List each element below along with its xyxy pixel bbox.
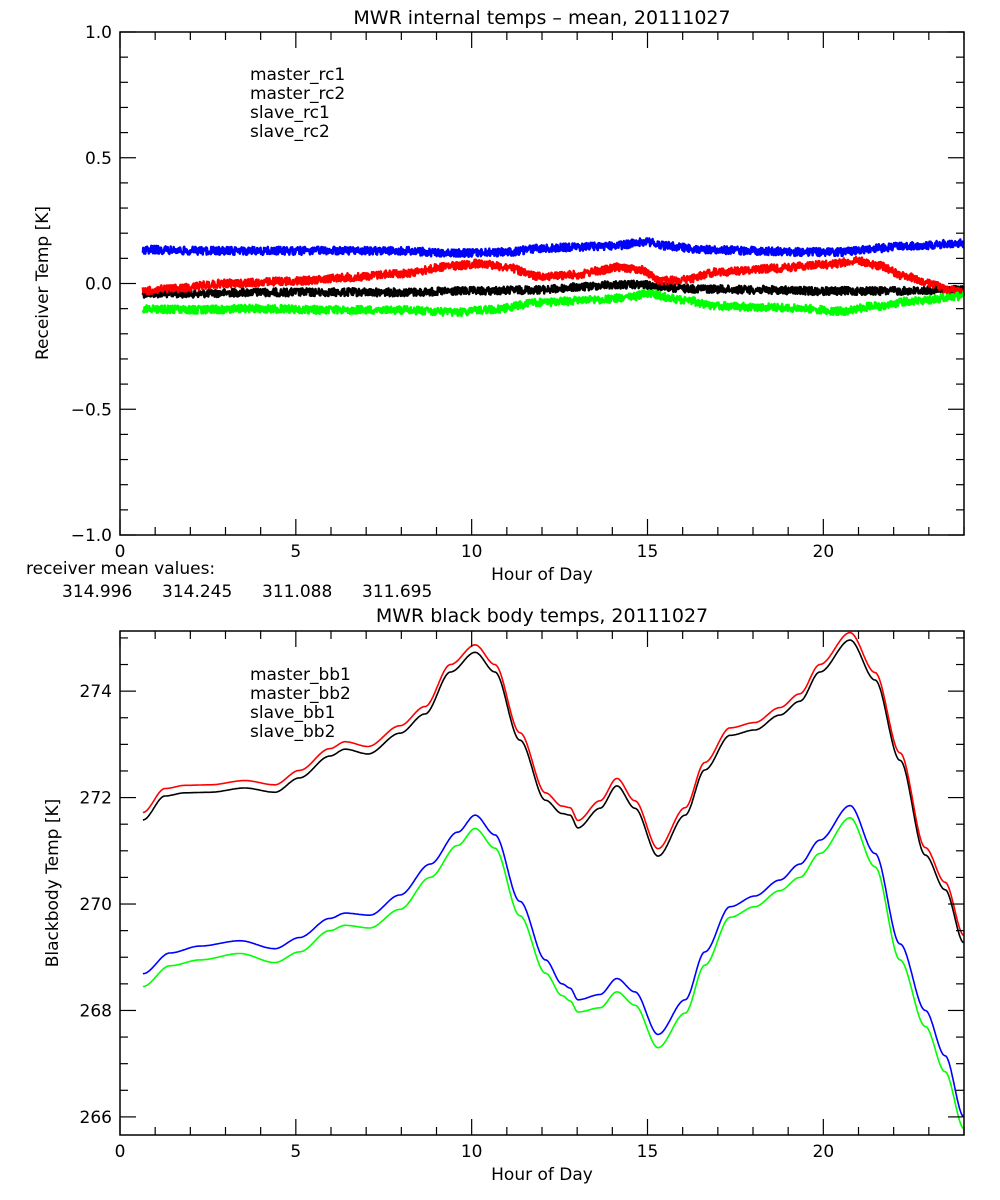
y-tick-label: 274 (80, 682, 112, 702)
blackbody-temp-chart: MWR black body temps, 20111027 0 5 10 15 20 2… (43, 605, 965, 1185)
x-tick-label: 0 (115, 542, 126, 562)
series-line-master-rc2 (141, 255, 965, 298)
x-tick-label: 15 (637, 542, 659, 562)
legend: master_rc1 master_rc2 slave_rc1 slave_rc… (250, 65, 345, 142)
legend-entry-slave-rc2: slave_rc2 (250, 122, 330, 142)
receiver-mean-annotation: receiver mean values: 314.996 314.245 31… (26, 559, 432, 602)
y-tick-label: 272 (80, 789, 112, 809)
series-line-slave-bb2 (142, 816, 965, 1130)
x-tick-label: 5 (290, 542, 301, 562)
y-tick-label: −0.5 (71, 400, 112, 420)
legend-entry-master-bb1: master_bb1 (250, 665, 351, 685)
x-tick-label: 10 (461, 1142, 483, 1162)
legend-entry-slave-bb2: slave_bb2 (250, 722, 335, 742)
legend-entry-master-bb2: master_bb2 (250, 684, 351, 704)
y-tick-label: 266 (80, 1108, 112, 1128)
receiver-mean-master-rc2: 314.245 (162, 582, 232, 602)
legend-entry-slave-rc1: slave_rc1 (250, 103, 330, 123)
series-lines (142, 631, 965, 1130)
y-tick-label: 270 (80, 895, 112, 915)
receiver-mean-label: receiver mean values: (26, 559, 215, 579)
series-line-slave-rc2 (141, 288, 965, 318)
x-tick-label: 10 (461, 542, 483, 562)
receiver-mean-master-rc1: 314.996 (62, 582, 132, 602)
receiver-mean-slave-rc1: 311.088 (262, 582, 332, 602)
series-line-slave-bb1 (142, 804, 965, 1118)
plot-frame (119, 630, 965, 1136)
x-tick-label: 0 (115, 1142, 126, 1162)
series-line-master-bb1 (142, 639, 965, 944)
x-axis-label: Hour of Day (491, 1165, 593, 1185)
y-axis-label: Receiver Temp [K] (33, 206, 53, 360)
y-tick-label: −1.0 (71, 526, 112, 546)
x-axis-label: Hour of Day (491, 565, 593, 585)
y-tick-label: 1.0 (85, 23, 112, 43)
series-lines (141, 237, 965, 318)
x-tick-label: 5 (290, 1142, 301, 1162)
axis-ticks: 0 5 10 15 20 266 268 270 272 274 (80, 631, 965, 1162)
y-tick-label: 268 (80, 1001, 112, 1021)
y-tick-label: 0.5 (85, 149, 112, 169)
receiver-mean-slave-rc2: 311.695 (362, 582, 432, 602)
x-tick-label: 15 (637, 1142, 659, 1162)
legend-entry-master-rc1: master_rc1 (250, 65, 345, 85)
x-tick-label: 20 (813, 542, 835, 562)
x-tick-label: 20 (813, 1142, 835, 1162)
chart-title: MWR internal temps – mean, 20111027 (353, 7, 730, 29)
axis-ticks: 0 5 10 15 20 −1.0 −0.5 0.0 0.5 1.0 (71, 23, 965, 562)
series-line-master-rc1 (141, 279, 965, 299)
receiver-temp-chart: MWR internal temps – mean, 20111027 0 5 10… (33, 7, 965, 585)
legend: master_bb1 master_bb2 slave_bb1 slave_bb… (250, 665, 351, 742)
series-line-master-bb2 (142, 631, 965, 937)
chart-title: MWR black body temps, 20111027 (376, 605, 708, 627)
legend-entry-master-rc2: master_rc2 (250, 84, 345, 104)
y-tick-label: 0.0 (85, 275, 112, 295)
y-axis-label: Blackbody Temp [K] (43, 799, 63, 968)
legend-entry-slave-bb1: slave_bb1 (250, 703, 335, 723)
series-line-slave-rc1 (141, 237, 965, 259)
